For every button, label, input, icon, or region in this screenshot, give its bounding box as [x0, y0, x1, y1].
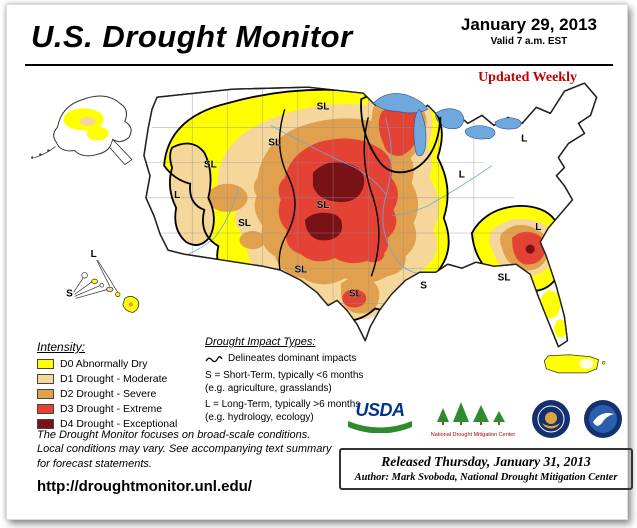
legend-item: D0 Abnormally Dry [37, 358, 199, 370]
legend-label: D0 Abnormally Dry [60, 358, 148, 370]
impact-type-label: SL [349, 288, 362, 299]
ndmc-logo-text: National Drought Mitigation Center [430, 431, 516, 438]
impact-type-label: S [66, 288, 73, 299]
alaska-inset [31, 95, 133, 166]
legend-item: D1 Drought - Moderate [37, 373, 199, 385]
page-title: U.S. Drought Monitor [31, 19, 353, 54]
legend-label: D1 Drought - Moderate [60, 373, 168, 385]
drought-layer-d4 [304, 161, 535, 254]
release-box: Released Thursday, January 31, 2013 Auth… [339, 448, 633, 490]
impact-boundaries [163, 86, 567, 322]
impact-type-label: L [91, 249, 97, 260]
impact-type-label: SL [268, 138, 281, 149]
drought-layer-d3 [278, 104, 546, 308]
delineates-row: Delineates dominant impacts [205, 353, 377, 364]
hawaii-inset [73, 260, 140, 313]
drought-layer-d2 [207, 98, 550, 314]
legend-label: D4 Drought - Exceptional [60, 418, 178, 430]
commerce-seal-icon [531, 399, 571, 439]
legend-item: D2 Drought - Severe [37, 388, 199, 400]
legend-swatch [37, 389, 54, 399]
drought-monitor-url[interactable]: http://droughtmonitor.unl.edu/ [37, 478, 252, 495]
impact-type-label: S [420, 280, 427, 291]
usda-swoosh-icon [348, 420, 412, 433]
impact-type-label: L [521, 133, 527, 144]
valid-time: Valid 7 a.m. EST [490, 36, 568, 47]
legend-item: D3 Drought - Extreme [37, 403, 199, 415]
report-date: January 29, 2013 [460, 15, 597, 34]
legend-swatch [37, 359, 54, 369]
conus-outline-top [143, 82, 598, 348]
legend-swatch [37, 374, 54, 384]
short-term-label: S = Short-Term, typically <6 months [205, 370, 364, 381]
date-block: January 29, 2013 Valid 7 a.m. EST [461, 15, 597, 47]
great-lakes [372, 93, 522, 157]
impact-type-label: SL [317, 101, 330, 112]
intensity-legend: Intensity: D0 Abnormally Dry D1 Drought -… [37, 340, 199, 433]
impact-types-title: Drought Impact Types: [205, 336, 316, 348]
legend-items: D0 Abnormally Dry D1 Drought - Moderate D2… [37, 358, 199, 430]
impact-type-label: SL [204, 160, 217, 171]
impact-type-label: SL [238, 218, 251, 229]
header-divider [25, 64, 613, 66]
impact-type-label: L [174, 190, 180, 201]
drought-monitor-report: U.S. Drought Monitor January 29, 2013 Va… [6, 4, 633, 520]
squiggle-icon [205, 355, 223, 362]
usda-logo-text: USDA [355, 399, 405, 420]
ndmc-logo: National Drought Mitigation Center [427, 400, 519, 438]
legend-swatch [37, 419, 54, 429]
logo-row: USDA National Drought Mitigation Center [345, 396, 623, 442]
legend-label: D2 Drought - Severe [60, 388, 157, 400]
updated-weekly: Updated Weekly [478, 70, 577, 85]
ndmc-trees-icon [437, 401, 505, 425]
legend-label: D3 Drought - Extreme [60, 403, 163, 415]
released-date: Released Thursday, January 31, 2013 [381, 454, 591, 469]
usda-logo: USDA [345, 401, 415, 438]
impact-type-label: L [535, 222, 541, 233]
noaa-seal-icon [583, 399, 623, 439]
legend-item: D4 Drought - Exceptional [37, 418, 199, 430]
puerto-rico-inset [543, 354, 606, 374]
author-credit: Author: Mark Svoboda, National Drought M… [354, 472, 618, 483]
conus-outline [143, 82, 598, 348]
rivers [188, 117, 493, 275]
disclaimer-text: The Drought Monitor focuses on broad-sca… [37, 429, 332, 470]
delineates-label: Delineates dominant impacts [228, 353, 357, 364]
state-borders [143, 85, 530, 311]
short-term-example: (e.g. agriculture, grasslands) [205, 382, 332, 394]
map-impact-labels: SL SL L L SL L SL SL SL SL S SL L L S [66, 101, 542, 299]
long-term-example: (e.g. hydrology, ecology) [205, 411, 314, 423]
impact-type-label: SL [294, 264, 307, 275]
impact-types-box: Drought Impact Types: Delineates dominan… [205, 336, 377, 428]
impact-type-label: SL [317, 200, 330, 211]
impact-type-label: L [459, 170, 465, 181]
impact-type-label: SL [498, 272, 511, 283]
drought-layer-d0 [164, 87, 567, 338]
legend-swatch [37, 404, 54, 414]
drought-layer-d1 [169, 93, 556, 320]
long-term-label: L = Long-Term, typically >6 months [205, 399, 361, 410]
legend-title: Intensity: [37, 340, 86, 354]
